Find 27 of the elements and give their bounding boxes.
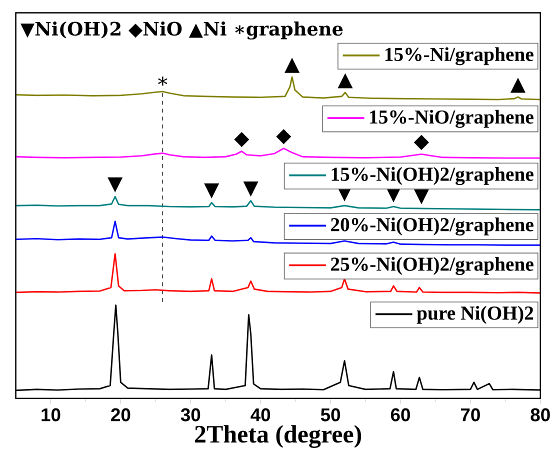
- legend-label: 15%-Ni/graphene: [385, 46, 534, 65]
- annotation: ▲: [338, 72, 353, 88]
- annotation: ◆: [276, 128, 292, 144]
- x-tick-label: 70: [460, 408, 480, 422]
- annotation: ▼: [204, 183, 220, 198]
- x-tick-label: 50: [320, 408, 340, 422]
- legend-label: 20%-Ni(OH)2/graphene: [330, 217, 534, 236]
- annotation: ∗: [158, 76, 168, 86]
- annotation: ▼: [108, 177, 123, 192]
- text: ▼Ni(OH)2 ◆NiO ▲Ni ∗graphene: [20, 21, 343, 40]
- legend-label: pure Ni(OH)2: [416, 306, 534, 324]
- x-tick-label: 40: [250, 408, 270, 422]
- legend-label: 15%-Ni(OH)2/graphene: [332, 166, 534, 185]
- x-tick-label: 10: [42, 408, 60, 422]
- annotation: ◆: [234, 132, 250, 147]
- legend-label: 25%-Ni(OH)2/graphene: [330, 256, 534, 275]
- x-tick-label: 30: [180, 408, 200, 422]
- annotation: ▲: [510, 77, 526, 93]
- x-tick-label: 60: [390, 408, 410, 422]
- x-tick-label: 80: [530, 408, 550, 422]
- annotation: ▲: [284, 58, 300, 73]
- annotation: ▼: [243, 181, 258, 196]
- annotation: ◆: [414, 134, 429, 150]
- annotation: ▼: [414, 188, 429, 204]
- x-tick-label: 20: [111, 408, 130, 422]
- legend-label: 15%-NiO/graphene: [370, 110, 534, 128]
- x-axis-title: 2Theta (degree): [195, 424, 362, 448]
